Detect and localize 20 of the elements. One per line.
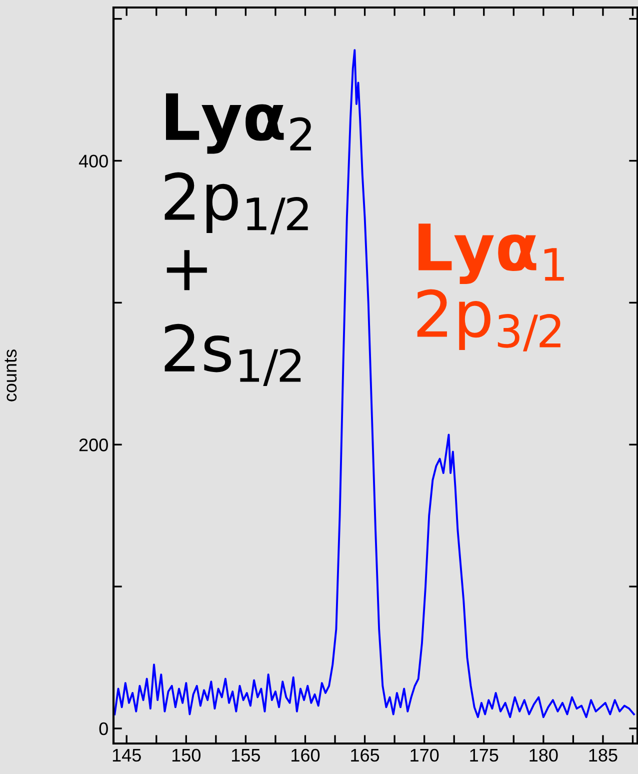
y-tick-label: 200 bbox=[79, 438, 108, 452]
x-tick-label: 145 bbox=[112, 749, 141, 762]
annotation: Lyα$_{1}$ bbox=[418, 224, 564, 284]
annotation: 2p$_{3/2}$ bbox=[417, 289, 560, 352]
x-tick-label: 180 bbox=[530, 748, 558, 762]
y-tick-label: 400 bbox=[78, 154, 108, 168]
annotation: + bbox=[166, 250, 207, 290]
y-axis-title: counts bbox=[4, 350, 17, 402]
line-series bbox=[114, 49, 635, 718]
annotation: 2p$_{1/2}$ bbox=[164, 172, 308, 234]
y-tick-label: 0 bbox=[99, 722, 108, 736]
x-tick-label: 185 bbox=[589, 748, 618, 762]
x-tick-label: 165 bbox=[351, 748, 380, 762]
x-tick-label: 170 bbox=[410, 748, 439, 762]
x-tick-label: 150 bbox=[172, 748, 201, 762]
x-tick-label: 175 bbox=[470, 749, 498, 762]
x-tick-label: 155 bbox=[232, 749, 260, 762]
annotation: 2s$_{1/2}$ bbox=[164, 324, 301, 386]
annotation: Lyα$_{2}$ bbox=[166, 93, 311, 154]
x-tick-label: 160 bbox=[292, 748, 320, 762]
